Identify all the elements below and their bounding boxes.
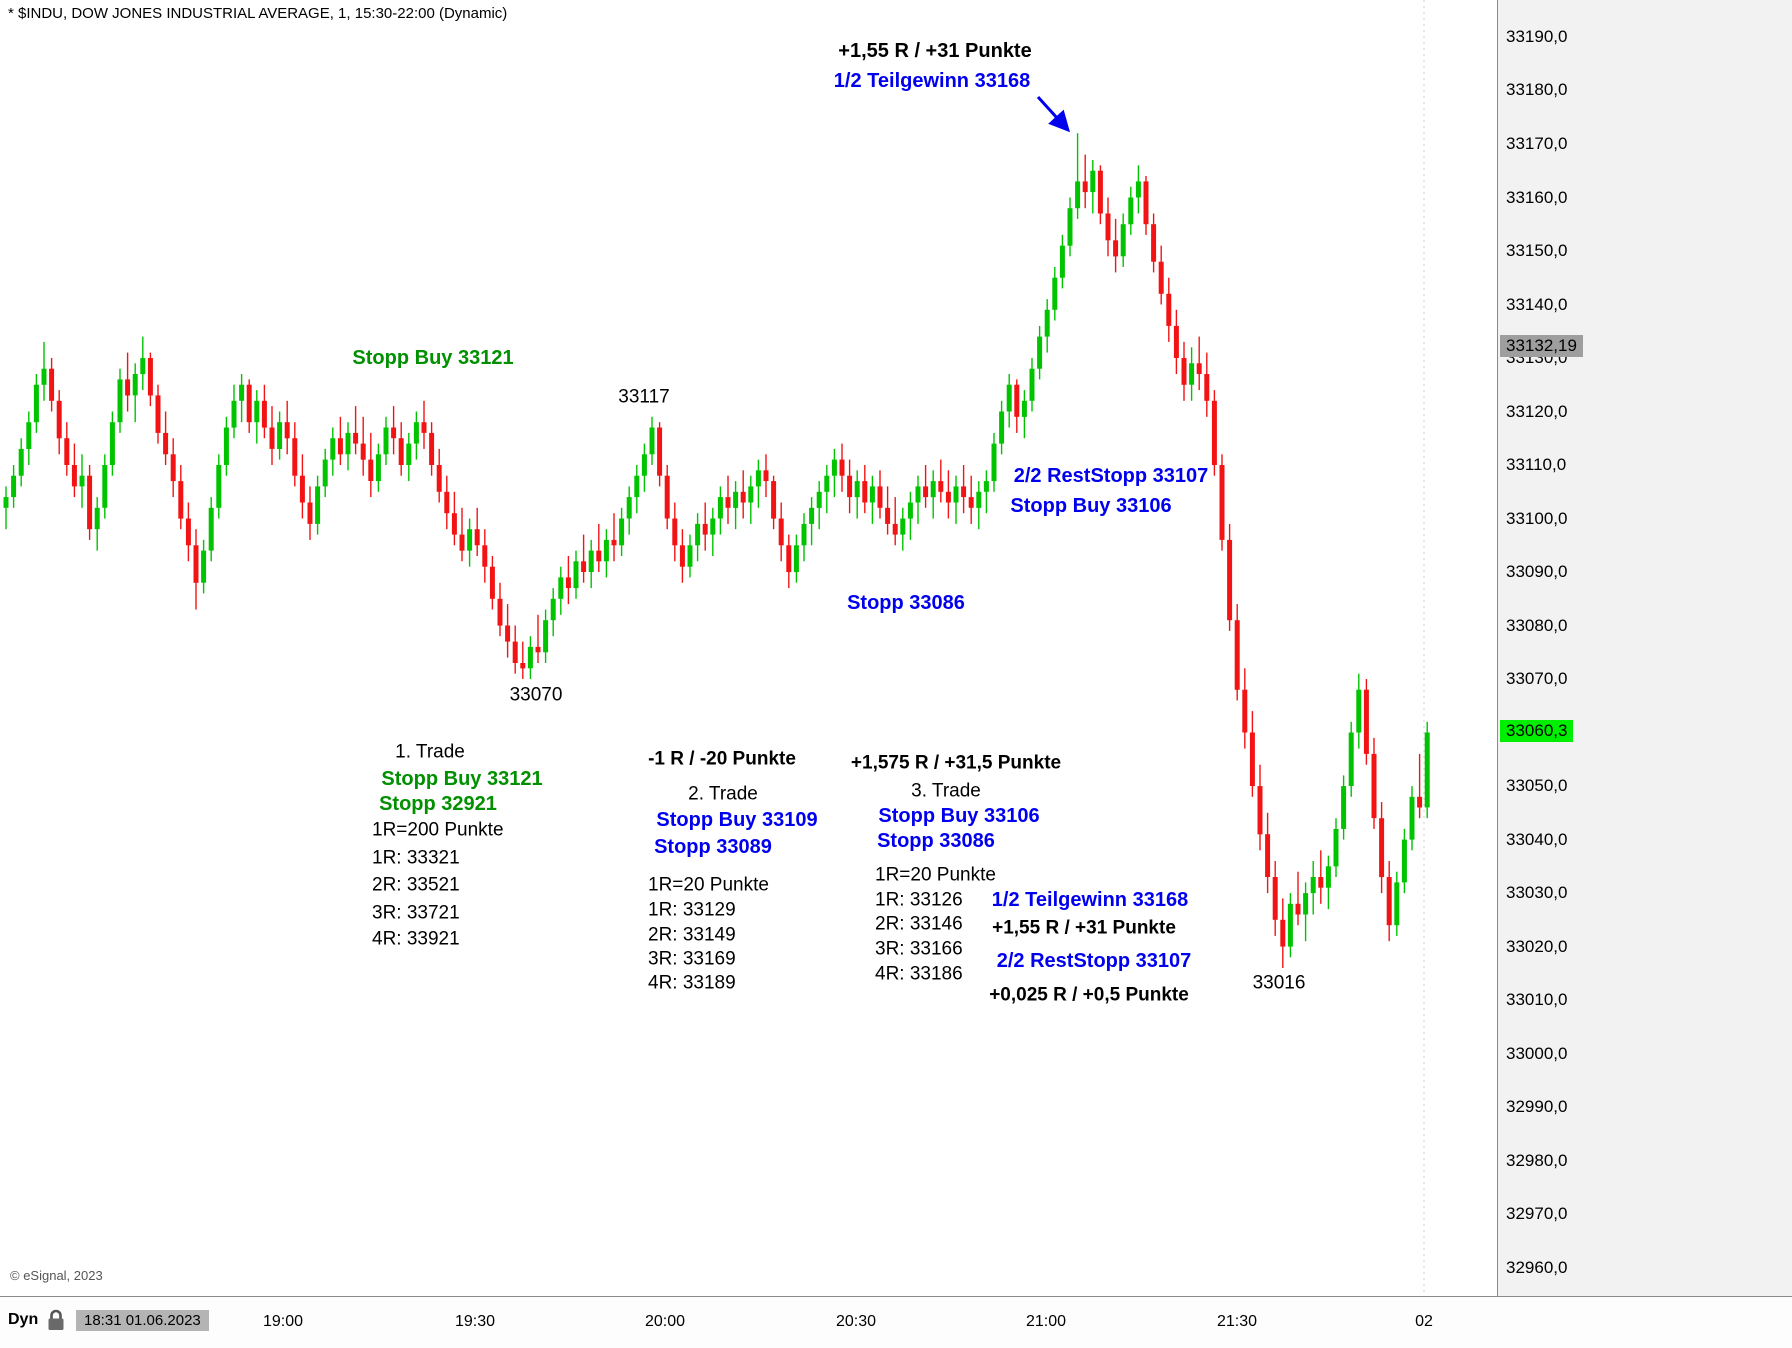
price-axis-label: 33160,0 — [1506, 187, 1568, 207]
price-axis-label: 33140,0 — [1506, 294, 1568, 314]
price-axis-label: 32990,0 — [1506, 1097, 1568, 1117]
price-axis-label: 33000,0 — [1506, 1043, 1568, 1063]
price-axis-label: 33030,0 — [1506, 883, 1568, 903]
time-axis-label: 21:30 — [1216, 1313, 1258, 1330]
time-axis-label: 21:00 — [1025, 1313, 1067, 1330]
time-axis[interactable]: Dyn 18:31 01.06.2023 19:00 19:30 20:00 20:3… — [0, 1296, 1792, 1348]
price-axis-label: 33150,0 — [1506, 241, 1568, 260]
copyright-notice: © eSignal, 2023 — [10, 1268, 103, 1283]
time-axis-label: 02 — [1415, 1313, 1433, 1330]
price-axis-label: 33180,0 — [1506, 80, 1568, 100]
price-axis-label: 33040,0 — [1506, 829, 1568, 849]
price-axis-label: 33100,0 — [1506, 508, 1568, 528]
reference-price-badge: 33132,19 — [1500, 335, 1583, 358]
price-axis-label: 33120,0 — [1506, 401, 1568, 421]
time-axis-label: 20:00 — [644, 1313, 686, 1330]
price-axis-label: 33010,0 — [1506, 990, 1568, 1010]
candlestick-chart[interactable]: +1,55 R / +31 Punkte 1/2 Teilgewinn 33168… — [0, 0, 1497, 1296]
datetime-display: 18:31 01.06.2023 — [76, 1310, 209, 1331]
price-axis-label: 33110,0 — [1506, 455, 1567, 474]
price-axis-label: 33090,0 — [1506, 562, 1568, 581]
price-axis-label: 33020,0 — [1506, 936, 1568, 956]
last-price-badge: 33060,3 — [1500, 719, 1574, 742]
price-axis-label: 33080,0 — [1506, 615, 1568, 635]
time-axis-label: 19:00 — [262, 1313, 304, 1330]
time-axis-label: 19:30 — [454, 1313, 496, 1330]
price-axis[interactable]: 33190,0 33180,0 33170,0 33160,0 33150,0 33140… — [1497, 0, 1792, 1296]
dyn-mode-button[interactable]: Dyn — [8, 1311, 39, 1328]
price-axis-label: 33170,0 — [1506, 133, 1568, 153]
price-axis-label: 33190,0 — [1506, 26, 1568, 46]
price-axis-label: 32960,0 — [1506, 1257, 1568, 1277]
time-axis-label: 20:30 — [835, 1313, 877, 1330]
candlestick-canvas[interactable] — [0, 0, 1497, 1296]
padlock-icon[interactable] — [46, 1308, 66, 1332]
chart-title: * $INDU, DOW JONES INDUSTRIAL AVERAGE, 1… — [8, 5, 508, 22]
price-axis-label: 32970,0 — [1506, 1204, 1568, 1224]
price-axis-label: 33070,0 — [1506, 669, 1568, 688]
price-axis-label: 32980,0 — [1506, 1150, 1568, 1170]
price-axis-label: 33050,0 — [1506, 776, 1568, 796]
